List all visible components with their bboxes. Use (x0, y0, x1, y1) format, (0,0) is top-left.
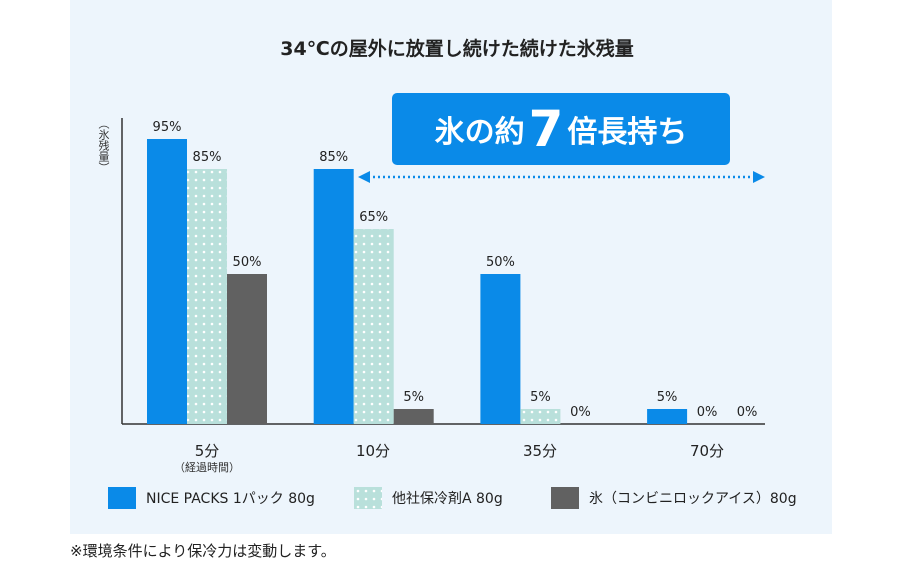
bar (147, 139, 187, 424)
bar (647, 409, 688, 424)
legend-swatch (108, 487, 136, 509)
data-label: 0% (737, 405, 758, 420)
x-tick-label: 10分 (355, 442, 391, 460)
legend-label: 氷（コンビニロックアイス）80g (589, 491, 797, 507)
data-label: 50% (233, 255, 262, 270)
bar (187, 169, 227, 424)
y-axis-label: （氷残量） (97, 118, 110, 173)
x-axis-label: （経過時間） (174, 461, 240, 474)
bar (520, 409, 561, 424)
data-label: 5% (657, 390, 678, 405)
data-label: 5% (530, 390, 551, 405)
data-label: 65% (359, 210, 388, 225)
x-tick-label: 35分 (522, 442, 558, 460)
legend-item: NICE PACKS 1パック 80g (108, 487, 315, 509)
data-label: 85% (319, 150, 348, 165)
legend-item: 氷（コンビニロックアイス）80g (551, 487, 797, 509)
chart-title: 34℃の屋外に放置し続けた続けた氷残量 (280, 38, 634, 60)
data-label: 0% (697, 405, 718, 420)
bar (353, 229, 394, 424)
duration-arrow (358, 171, 765, 183)
data-label: 50% (486, 255, 515, 270)
x-tick-label: 70分 (689, 442, 725, 460)
legend-item: 他社保冷剤A 80g (354, 487, 503, 509)
data-label: 0% (570, 405, 591, 420)
x-tick-label: 5分 (194, 442, 220, 460)
legend-label: 他社保冷剤A 80g (392, 491, 503, 507)
callout-pre: 氷の約 (434, 115, 525, 150)
bar (393, 409, 434, 424)
callout-number: 7 (528, 100, 564, 158)
legend-swatch (354, 487, 382, 509)
callout-7x-longer: 氷の約 7 倍長持ち (392, 93, 730, 165)
legend-swatch (551, 487, 579, 509)
data-label: 85% (193, 150, 222, 165)
bar (227, 274, 267, 424)
callout-post: 倍長持ち (567, 115, 688, 150)
data-label: 5% (403, 390, 424, 405)
legend-label: NICE PACKS 1パック 80g (146, 491, 315, 507)
bar (480, 274, 521, 424)
data-label: 95% (153, 120, 182, 135)
bar (313, 169, 354, 424)
footnote: ※環境条件により保冷力は変動します。 (70, 542, 336, 560)
